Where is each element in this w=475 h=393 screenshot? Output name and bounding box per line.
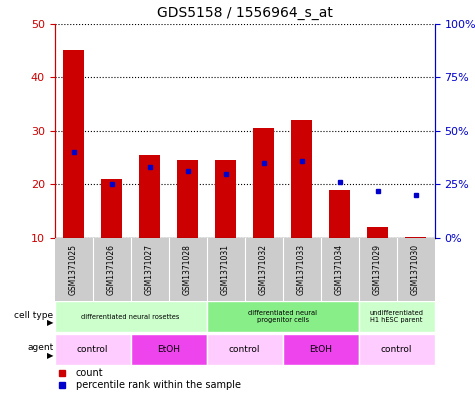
Text: GSM1371026: GSM1371026	[107, 244, 116, 295]
Bar	[367, 227, 388, 238]
Text: GSM1371033: GSM1371033	[297, 244, 306, 295]
Text: ▶: ▶	[47, 318, 54, 327]
Bar	[55, 334, 131, 365]
Bar	[291, 120, 312, 238]
Text: EtOH: EtOH	[157, 345, 180, 354]
Bar	[63, 50, 84, 238]
Bar	[207, 301, 359, 332]
Text: GSM1371034: GSM1371034	[335, 244, 344, 295]
Bar	[359, 301, 435, 332]
Bar	[283, 334, 359, 365]
Text: undifferentiated
H1 hESC parent: undifferentiated H1 hESC parent	[370, 310, 424, 323]
Text: control: control	[381, 345, 412, 354]
Text: GSM1371025: GSM1371025	[69, 244, 78, 295]
Text: percentile rank within the sample: percentile rank within the sample	[76, 380, 240, 390]
Bar	[359, 334, 435, 365]
Bar	[139, 155, 160, 238]
Bar	[177, 160, 198, 238]
Text: GSM1371030: GSM1371030	[411, 244, 420, 295]
Text: control: control	[77, 345, 108, 354]
Text: count: count	[76, 367, 103, 378]
Text: GSM1371027: GSM1371027	[145, 244, 154, 295]
Bar	[253, 128, 274, 238]
Text: GSM1371028: GSM1371028	[183, 244, 192, 295]
Bar	[207, 334, 283, 365]
Text: control: control	[229, 345, 260, 354]
Text: EtOH: EtOH	[309, 345, 332, 354]
Text: GSM1371029: GSM1371029	[373, 244, 382, 295]
Text: agent: agent	[27, 343, 54, 353]
Text: GSM1371031: GSM1371031	[221, 244, 230, 295]
Bar	[131, 334, 207, 365]
Text: cell type: cell type	[14, 311, 54, 320]
Title: GDS5158 / 1556964_s_at: GDS5158 / 1556964_s_at	[157, 6, 332, 20]
Text: differentiated neural
progenitor cells: differentiated neural progenitor cells	[248, 310, 317, 323]
Text: ▶: ▶	[47, 351, 54, 360]
Text: GSM1371032: GSM1371032	[259, 244, 268, 295]
Text: differentiated neural rosettes: differentiated neural rosettes	[81, 314, 180, 320]
Bar	[215, 160, 236, 238]
Bar	[101, 179, 122, 238]
Bar	[329, 189, 350, 238]
Bar	[405, 237, 426, 238]
Bar	[55, 301, 207, 332]
